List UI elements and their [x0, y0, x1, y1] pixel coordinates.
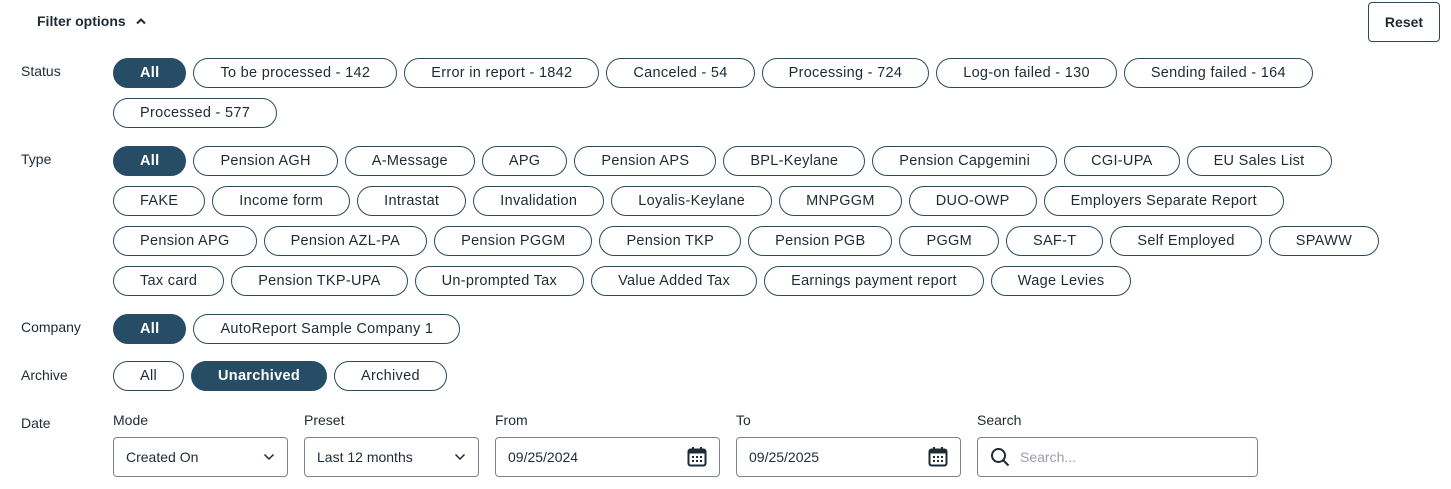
- type-chip-value-added-tax[interactable]: Value Added Tax: [591, 266, 758, 296]
- type-chip-intrastat[interactable]: Intrastat: [357, 186, 467, 216]
- status-chip-error-in-report-1842[interactable]: Error in report - 1842: [404, 58, 600, 88]
- preset-value: Last 12 months: [317, 449, 413, 465]
- search-input[interactable]: Search...: [977, 437, 1258, 477]
- search-icon: [991, 448, 1010, 467]
- status-label: Status: [21, 63, 61, 79]
- status-chip-log-on-failed-130[interactable]: Log-on failed - 130: [936, 58, 1117, 88]
- status-chip-processed-577[interactable]: Processed - 577: [113, 98, 278, 128]
- type-chip-pggm[interactable]: PGGM: [899, 226, 999, 256]
- calendar-icon[interactable]: [928, 446, 948, 468]
- type-chip-a-message[interactable]: A-Message: [344, 146, 475, 176]
- status-chip-all[interactable]: All: [113, 58, 187, 88]
- type-chip-spaww[interactable]: SPAWW: [1268, 226, 1380, 256]
- type-chip-pension-tkp-upa[interactable]: Pension TKP-UPA: [231, 266, 408, 296]
- chevron-down-icon: [263, 453, 275, 461]
- type-chip-self-employed[interactable]: Self Employed: [1110, 226, 1262, 256]
- from-field: From 09/25/2024: [495, 410, 720, 477]
- filter-options-title: Filter options: [37, 13, 126, 29]
- type-chip-invalidation[interactable]: Invalidation: [473, 186, 605, 216]
- search-placeholder: Search...: [1020, 449, 1077, 465]
- chevron-up-icon: [135, 18, 146, 25]
- company-chip-all[interactable]: All: [113, 314, 187, 344]
- type-label: Type: [21, 151, 52, 167]
- type-chip-pension-aps[interactable]: Pension APS: [574, 146, 717, 176]
- type-chip-pension-apg[interactable]: Pension APG: [113, 226, 257, 256]
- reset-button[interactable]: Reset: [1368, 2, 1440, 42]
- status-chip-sending-failed-164[interactable]: Sending failed - 164: [1123, 58, 1313, 88]
- search-label: Search: [977, 412, 1022, 428]
- search-field: Search Search...: [977, 410, 1258, 477]
- filter-options-toggle[interactable]: Filter options: [37, 13, 146, 29]
- type-chip-pension-pgb[interactable]: Pension PGB: [748, 226, 893, 256]
- to-field: To 09/25/2025: [736, 410, 961, 477]
- type-chip-tax-card[interactable]: Tax card: [113, 266, 225, 296]
- status-chip-canceled-54[interactable]: Canceled - 54: [606, 58, 755, 88]
- archive-chip-unarchived[interactable]: Unarchived: [191, 361, 327, 391]
- date-label: Date: [21, 415, 51, 431]
- type-chip-wage-levies[interactable]: Wage Levies: [990, 266, 1132, 296]
- type-chip-un-prompted-tax[interactable]: Un-prompted Tax: [414, 266, 585, 296]
- type-chip-duo-owp[interactable]: DUO-OWP: [908, 186, 1037, 216]
- type-chip-earnings-payment-report[interactable]: Earnings payment report: [764, 266, 984, 296]
- mode-value: Created On: [126, 449, 199, 465]
- mode-label: Mode: [113, 412, 149, 428]
- to-label: To: [736, 412, 751, 428]
- archive-chip-all[interactable]: All: [113, 361, 185, 391]
- mode-select[interactable]: Created On: [113, 437, 288, 477]
- type-chip-cgi-upa[interactable]: CGI-UPA: [1064, 146, 1180, 176]
- status-chip-to-be-processed-142[interactable]: To be processed - 142: [193, 58, 398, 88]
- from-date-input[interactable]: 09/25/2024: [495, 437, 720, 477]
- type-chip-pension-tkp[interactable]: Pension TKP: [599, 226, 742, 256]
- type-chip-pension-agh[interactable]: Pension AGH: [193, 146, 338, 176]
- type-chip-pension-pggm[interactable]: Pension PGGM: [434, 226, 593, 256]
- type-chip-saf-t[interactable]: SAF-T: [1005, 226, 1104, 256]
- preset-label: Preset: [304, 412, 345, 428]
- status-chips: All To be processed - 142 Error in report …: [113, 58, 1413, 128]
- company-chip-autoreport-sample-company-1[interactable]: AutoReport Sample Company 1: [193, 314, 461, 344]
- type-chip-income-form[interactable]: Income form: [212, 186, 351, 216]
- type-chip-mnpggm[interactable]: MNPGGM: [779, 186, 902, 216]
- from-value: 09/25/2024: [508, 449, 579, 465]
- type-chip-loyalis-keylane[interactable]: Loyalis-Keylane: [611, 186, 773, 216]
- mode-field: Mode Created On: [113, 410, 288, 477]
- company-chips: All AutoReport Sample Company 1: [113, 314, 1413, 344]
- type-chip-employers-separate-report[interactable]: Employers Separate Report: [1043, 186, 1284, 216]
- archive-label: Archive: [21, 367, 68, 383]
- type-chip-eu-sales-list[interactable]: EU Sales List: [1186, 146, 1332, 176]
- type-chip-pension-azl-pa[interactable]: Pension AZL-PA: [263, 226, 428, 256]
- type-chip-pension-capgemini[interactable]: Pension Capgemini: [872, 146, 1058, 176]
- company-label: Company: [21, 319, 81, 335]
- archive-chip-archived[interactable]: Archived: [334, 361, 447, 391]
- type-chip-all[interactable]: All: [113, 146, 187, 176]
- to-date-input[interactable]: 09/25/2025: [736, 437, 961, 477]
- type-chip-bpl-keylane[interactable]: BPL-Keylane: [723, 146, 866, 176]
- chevron-down-icon: [454, 453, 466, 461]
- from-label: From: [495, 412, 528, 428]
- calendar-icon[interactable]: [687, 446, 707, 468]
- to-value: 09/25/2025: [749, 449, 820, 465]
- preset-select[interactable]: Last 12 months: [304, 437, 479, 477]
- preset-field: Preset Last 12 months: [304, 410, 479, 477]
- status-chip-processing-724[interactable]: Processing - 724: [761, 58, 930, 88]
- type-chips: All Pension AGH A-Message APG Pension APS BPL…: [113, 146, 1413, 296]
- archive-chips: All Unarchived Archived: [113, 361, 1413, 391]
- type-chip-apg[interactable]: APG: [481, 146, 568, 176]
- type-chip-fake[interactable]: FAKE: [113, 186, 206, 216]
